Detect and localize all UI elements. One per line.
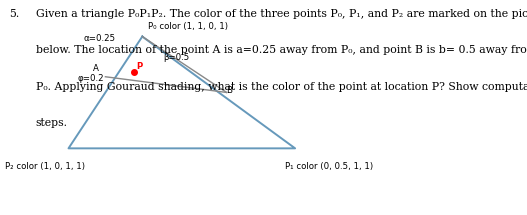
Text: 5.: 5. <box>9 9 19 19</box>
Text: P₂ color (1, 0, 1, 1): P₂ color (1, 0, 1, 1) <box>5 162 85 171</box>
Text: P₁ color (0, 0.5, 1, 1): P₁ color (0, 0.5, 1, 1) <box>285 162 373 171</box>
Text: Given a triangle P₀P₁P₂. The color of the three points P₀, P₁, and P₂ are marked: Given a triangle P₀P₁P₂. The color of th… <box>36 9 527 19</box>
Text: A: A <box>93 64 99 73</box>
Text: below. The location of the point A is a=0.25 away from P₀, and point B is b= 0.5: below. The location of the point A is a=… <box>36 45 527 55</box>
Text: P₀ color (1, 1, 0, 1): P₀ color (1, 1, 0, 1) <box>148 22 228 31</box>
Text: B: B <box>227 86 232 95</box>
Text: φ=0.2: φ=0.2 <box>78 74 105 83</box>
Text: β=0.5: β=0.5 <box>163 53 190 62</box>
Text: P₀. Applying Gouraud shading, what is the color of the point at location P? Show: P₀. Applying Gouraud shading, what is th… <box>36 82 527 92</box>
Text: P: P <box>136 61 142 71</box>
Text: steps.: steps. <box>36 118 68 128</box>
Text: α=0.25: α=0.25 <box>83 34 115 43</box>
